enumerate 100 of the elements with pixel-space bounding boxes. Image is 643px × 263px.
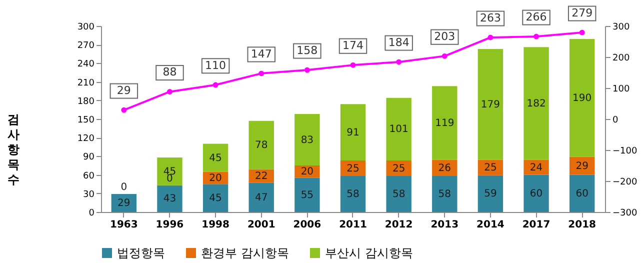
y2-tick-label: 0 xyxy=(612,116,618,126)
data-label: 88 xyxy=(162,66,177,79)
point xyxy=(442,53,448,59)
y-tick-label: 210 xyxy=(77,78,95,88)
data-label: 110 xyxy=(205,58,226,72)
data-label: 58 xyxy=(392,189,406,200)
y2-tick-label: −100 xyxy=(612,146,638,156)
data-label: 174 xyxy=(342,39,364,52)
data-label: 190 xyxy=(572,92,592,104)
y-tick-label: 90 xyxy=(83,152,95,163)
y2-tick-label: −200 xyxy=(612,178,638,188)
point xyxy=(212,82,218,88)
legend-label: 부산시 감시항목 xyxy=(325,246,413,260)
data-label: 20 xyxy=(300,166,314,178)
bar xyxy=(340,104,366,161)
y-tick-label: 30 xyxy=(83,190,95,200)
x-tick-label: 1996 xyxy=(156,220,184,230)
data-label: 279 xyxy=(572,6,593,20)
data-label: 59 xyxy=(484,188,497,200)
y-tick-label: 60 xyxy=(83,171,95,182)
data-label: 60 xyxy=(576,188,588,200)
bar xyxy=(386,98,412,161)
bar xyxy=(294,178,320,212)
bar xyxy=(432,86,458,160)
bar xyxy=(157,185,182,212)
y-axis-title: 검사항목수 xyxy=(7,112,20,186)
y-tick-label: 150 xyxy=(77,116,95,126)
legend-label: 법정항목 xyxy=(117,246,165,260)
data-label: 47 xyxy=(254,192,268,204)
data-label: 45 xyxy=(209,193,222,204)
data-label: 25 xyxy=(484,162,497,174)
x-tick-label: 2013 xyxy=(430,220,459,230)
data-label: 147 xyxy=(250,47,272,60)
y2-tick-label: 300 xyxy=(612,22,630,32)
data-label: 60 xyxy=(530,188,543,200)
x-tick-label: 1963 xyxy=(110,220,138,230)
y-tick-label: 270 xyxy=(77,41,95,52)
data-label: 119 xyxy=(435,118,454,130)
data-label: 184 xyxy=(388,36,410,49)
data-label: 43 xyxy=(163,194,176,205)
data-label: 45 xyxy=(209,152,222,164)
y2-tick-label: 200 xyxy=(612,54,630,64)
bar xyxy=(157,157,182,186)
data-label: 25 xyxy=(392,163,406,174)
point xyxy=(488,34,494,40)
y-tick-label: 240 xyxy=(77,60,95,70)
bar xyxy=(569,174,595,212)
point xyxy=(350,62,356,68)
legend-label: 환경부 감시항목 xyxy=(201,246,289,260)
x-tick-label: 2017 xyxy=(522,220,550,230)
bar xyxy=(478,48,504,160)
y2-tick-label: −300 xyxy=(612,208,638,218)
x-tick-label: 2011 xyxy=(339,220,367,230)
bar xyxy=(248,120,274,170)
bar xyxy=(248,182,274,212)
data-label: 55 xyxy=(300,190,314,201)
bar xyxy=(202,184,228,212)
bar xyxy=(386,160,412,176)
data-label: 78 xyxy=(254,140,268,152)
point xyxy=(396,59,402,65)
data-label: 29 xyxy=(116,84,131,98)
bar xyxy=(524,160,549,175)
bar xyxy=(248,169,274,183)
y-tick-label: 120 xyxy=(77,134,95,144)
point xyxy=(258,70,264,76)
x-tick-label: 2006 xyxy=(293,220,322,230)
y-tick-label: 0 xyxy=(88,208,95,218)
x-tick-label: 1998 xyxy=(202,220,230,230)
data-label: 24 xyxy=(530,162,543,174)
data-label: 158 xyxy=(296,44,318,58)
point xyxy=(579,30,585,36)
x-tick-label: 2014 xyxy=(476,220,504,230)
bar xyxy=(202,144,228,172)
x-tick-label: 2001 xyxy=(247,220,276,230)
data-label: 263 xyxy=(480,11,501,24)
data-label: 203 xyxy=(434,30,456,44)
data-label: 0 xyxy=(120,182,128,194)
y-tick-label: 300 xyxy=(77,22,95,32)
bar xyxy=(294,114,320,166)
data-label: 58 xyxy=(438,189,452,200)
data-label: 0 xyxy=(166,173,173,184)
data-label: 182 xyxy=(526,98,546,110)
y-tick-label: 180 xyxy=(77,96,95,107)
data-label: 179 xyxy=(480,99,500,110)
bar xyxy=(386,176,412,212)
data-label: 20 xyxy=(209,172,222,184)
data-label: 29 xyxy=(118,198,130,210)
bar xyxy=(432,176,458,212)
y2-tick-label: 100 xyxy=(612,84,630,94)
bar xyxy=(569,39,595,157)
data-label: 58 xyxy=(346,189,360,200)
point xyxy=(534,34,540,40)
data-label: 266 xyxy=(526,10,547,24)
x-tick-label: 2018 xyxy=(568,220,596,230)
point xyxy=(166,88,172,94)
data-label: 83 xyxy=(300,134,314,146)
data-label: 101 xyxy=(389,124,408,136)
data-label: 25 xyxy=(346,163,360,174)
data-label: 91 xyxy=(346,127,360,138)
x-tick-label: 2012 xyxy=(384,220,413,230)
